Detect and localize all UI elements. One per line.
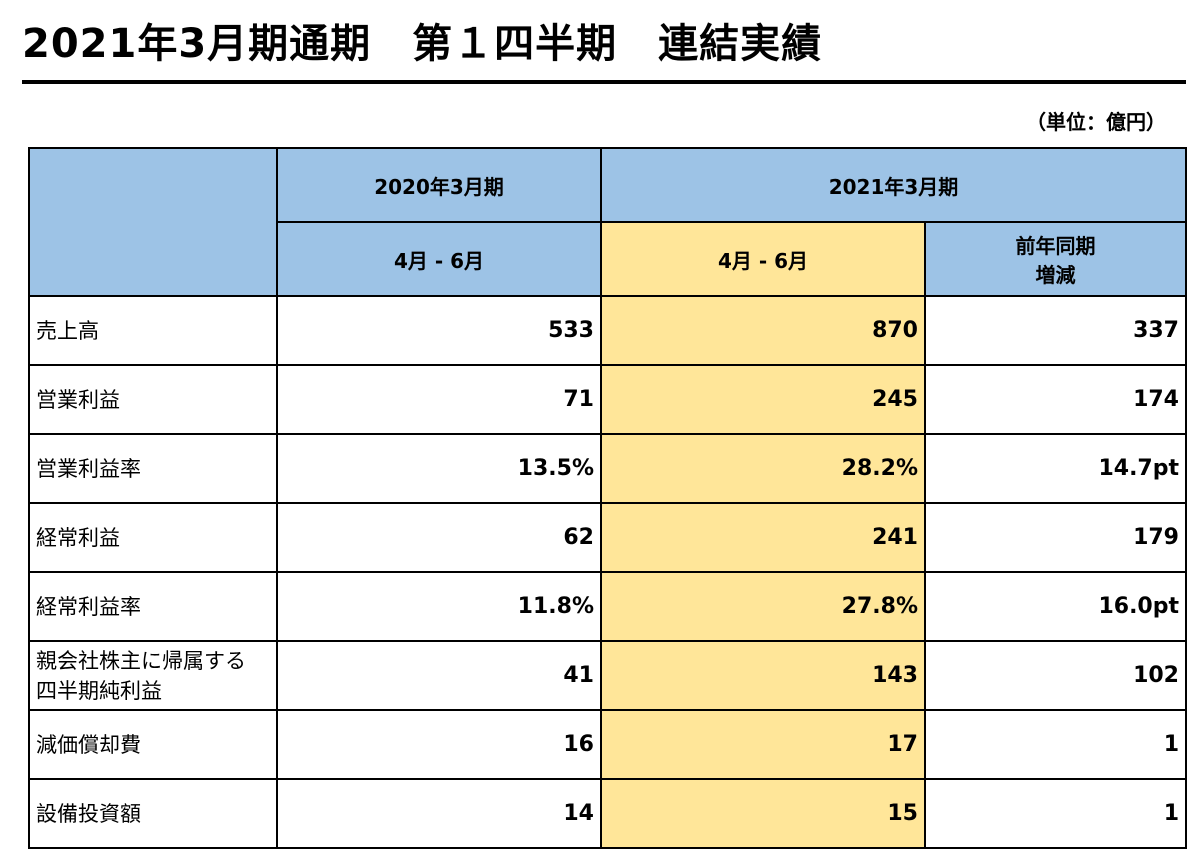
header-fy2021: 2021年3月期 [600, 147, 1187, 223]
value-curr: 143 [600, 640, 926, 711]
row-label: 減価償却費 [28, 709, 278, 780]
value-diff: 1 [924, 778, 1187, 849]
value-curr: 15 [600, 778, 926, 849]
table-row: 経常利益率 11.8% 27.8% 16.0pt [28, 571, 1187, 642]
value-prev: 41 [276, 640, 602, 711]
header-corner [28, 147, 278, 297]
value-prev: 533 [276, 295, 602, 366]
row-label: 設備投資額 [28, 778, 278, 849]
row-label-line2: 四半期純利益 [36, 678, 162, 703]
row-label: 営業利益率 [28, 433, 278, 504]
table-row: 経常利益 62 241 179 [28, 502, 1187, 573]
value-curr: 27.8% [600, 571, 926, 642]
header-yoy-line1: 前年同期 [1015, 234, 1096, 258]
row-label: 売上高 [28, 295, 278, 366]
value-diff: 179 [924, 502, 1187, 573]
value-curr: 870 [600, 295, 926, 366]
table-row: 売上高 533 870 337 [28, 295, 1187, 366]
table-row: 親会社株主に帰属する 四半期純利益 41 143 102 [28, 640, 1187, 711]
header-row-periods: 4月 - 6月 4月 - 6月 前年同期 増減 [29, 221, 1187, 297]
header-fy2020: 2020年3月期 [276, 147, 602, 223]
page-title: 2021年3月期通期 第１四半期 連結実績 [22, 21, 823, 67]
title-underline [22, 80, 1186, 84]
table-row: 設備投資額 14 15 1 [28, 778, 1187, 849]
value-prev: 11.8% [276, 571, 602, 642]
value-diff: 16.0pt [924, 571, 1187, 642]
header-yoy-line2: 増減 [1035, 263, 1076, 287]
value-prev: 13.5% [276, 433, 602, 504]
header-prev-period: 4月 - 6月 [276, 221, 602, 297]
row-label: 営業利益 [28, 364, 278, 435]
value-diff: 337 [924, 295, 1187, 366]
table-row: 営業利益率 13.5% 28.2% 14.7pt [28, 433, 1187, 504]
row-label: 親会社株主に帰属する 四半期純利益 [28, 640, 278, 711]
value-diff: 1 [924, 709, 1187, 780]
table-row: 減価償却費 16 17 1 [28, 709, 1187, 780]
value-prev: 16 [276, 709, 602, 780]
value-prev: 71 [276, 364, 602, 435]
header-yoy-change: 前年同期 増減 [924, 221, 1187, 297]
value-prev: 62 [276, 502, 602, 573]
row-label: 経常利益率 [28, 571, 278, 642]
unit-note: （単位：億円） [1026, 110, 1166, 134]
header-row-groups: 2020年3月期 2021年3月期 [28, 147, 1187, 297]
results-table: 2020年3月期 2021年3月期 4月 - 6月 4月 - 6月 前年同期 増… [28, 147, 1187, 849]
row-label: 経常利益 [28, 502, 278, 573]
value-curr: 28.2% [600, 433, 926, 504]
value-prev: 14 [276, 778, 602, 849]
value-curr: 17 [600, 709, 926, 780]
value-diff: 174 [924, 364, 1187, 435]
table-row: 営業利益 71 245 174 [28, 364, 1187, 435]
value-curr: 241 [600, 502, 926, 573]
value-curr: 245 [600, 364, 926, 435]
value-diff: 102 [924, 640, 1187, 711]
header-curr-period: 4月 - 6月 [600, 221, 926, 297]
value-diff: 14.7pt [924, 433, 1187, 504]
row-label-line1: 親会社株主に帰属する [36, 648, 246, 673]
